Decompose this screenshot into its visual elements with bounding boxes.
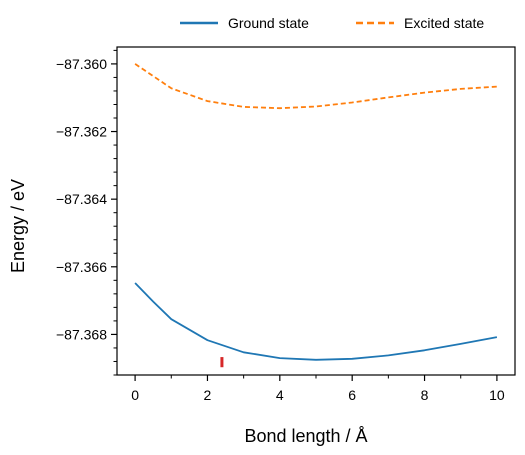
y-axis-ticks: −87.360 −87.362 −87.364 −87.366 −87.368 xyxy=(56,50,117,375)
plot-area xyxy=(117,47,515,375)
x-tick-label: 0 xyxy=(131,387,139,403)
y-tick-label: −87.362 xyxy=(56,124,107,140)
legend: Ground state Excited state xyxy=(180,15,484,31)
y-tick-label: −87.364 xyxy=(56,191,107,207)
x-tick-label: 6 xyxy=(348,387,356,403)
series-layer xyxy=(135,64,497,360)
legend-label-ground-state: Ground state xyxy=(228,15,309,31)
series-line-ground-state xyxy=(135,283,497,360)
x-axis-ticks: 0 2 4 6 8 10 xyxy=(131,375,505,403)
series-line-excited-state xyxy=(135,64,497,108)
y-tick-label: −87.366 xyxy=(56,259,107,275)
x-tick-label: 8 xyxy=(421,387,429,403)
x-axis-label: Bond length / Å xyxy=(244,426,367,446)
y-tick-label: −87.360 xyxy=(56,56,107,72)
x-tick-label: 4 xyxy=(276,387,284,403)
legend-label-excited-state: Excited state xyxy=(404,15,484,31)
y-axis-label: Energy / eV xyxy=(8,179,28,273)
x-tick-label: 10 xyxy=(489,387,505,403)
x-tick-label: 2 xyxy=(204,387,212,403)
y-tick-label: −87.368 xyxy=(56,326,107,342)
